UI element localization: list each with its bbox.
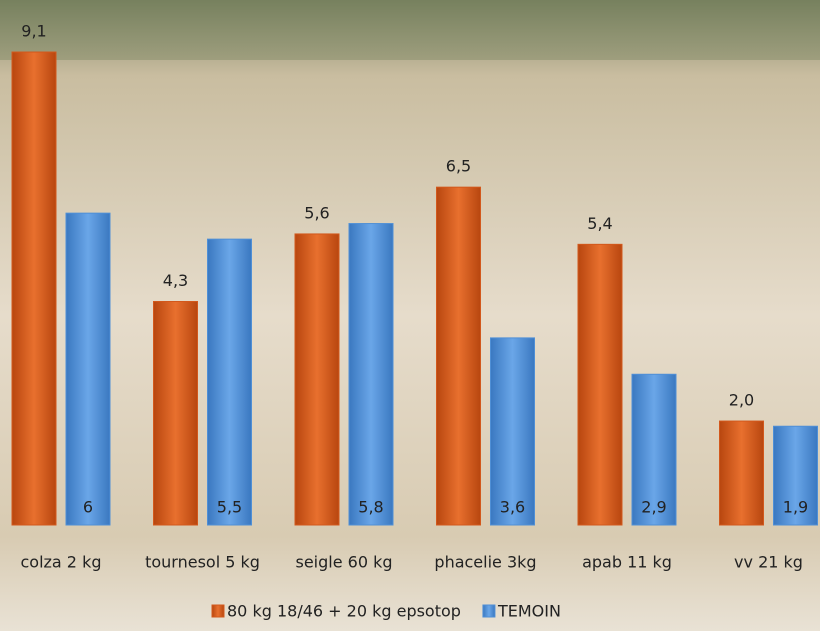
data-label: 5,6 [304,203,329,222]
x-tick-label: vv 21 kg [734,553,803,572]
bar [348,223,394,526]
bar [11,51,57,526]
data-label: 2,9 [641,498,666,517]
bar [294,233,340,526]
bar [436,186,481,526]
x-tick-label: colza 2 kg [20,553,101,572]
bar [719,420,764,526]
data-label: 5,5 [217,498,242,517]
background-trees [0,0,820,60]
bar [153,301,198,526]
data-label: 5,4 [587,214,612,233]
data-label: 6 [83,498,93,517]
legend-label: TEMOIN [497,602,561,621]
data-label: 4,3 [163,271,188,290]
bar [773,425,818,526]
data-label: 6,5 [446,157,471,176]
x-tick-label: apab 11 kg [582,553,672,572]
x-tick-label: phacelie 3kg [434,553,536,572]
x-tick-label: tournesol 5 kg [145,553,260,572]
bar [207,238,252,526]
legend-label: 80 kg 18/46 + 20 kg epsotop [227,602,461,621]
data-label: 2,0 [729,391,754,410]
bar [577,243,623,526]
x-tick-label: seigle 60 kg [295,553,392,572]
bar [631,373,677,526]
data-label: 1,9 [783,498,808,517]
bar [490,337,535,526]
legend-swatch [211,604,225,618]
data-label: 5,8 [358,498,383,517]
legend-swatch [482,604,496,618]
bar [65,212,111,526]
data-label: 9,1 [21,22,46,41]
data-label: 3,6 [500,498,525,517]
